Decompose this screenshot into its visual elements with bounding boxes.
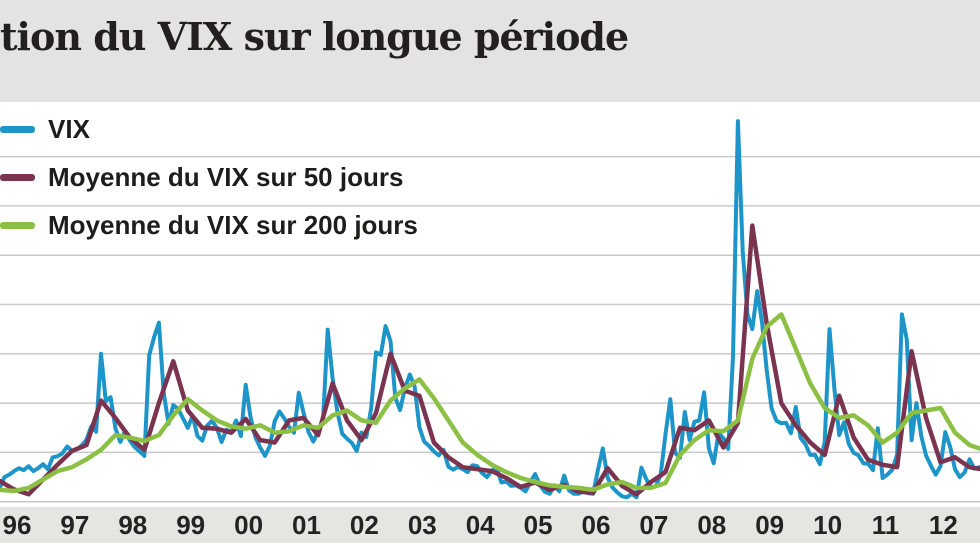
legend-item-ma200: Moyenne du VIX sur 200 jours bbox=[0, 212, 418, 238]
legend-item-ma50: Moyenne du VIX sur 50 jours bbox=[0, 164, 418, 190]
ma50-line bbox=[0, 223, 980, 497]
ma200-line bbox=[0, 312, 980, 494]
legend-color-swatch-vix bbox=[0, 125, 35, 133]
x-axis-label: 10 bbox=[813, 510, 843, 540]
x-axis-label: 12 bbox=[928, 510, 958, 540]
x-axis-label: 96 bbox=[2, 510, 32, 540]
x-axis-label: 06 bbox=[581, 510, 611, 540]
legend-color-swatch-ma50 bbox=[0, 173, 35, 181]
x-axis-band: 96 97 98 99 00 01 02 03 04 05 06 07 08 09 10 11 12 bbox=[0, 507, 980, 543]
legend-label: VIX bbox=[48, 114, 90, 144]
legend-item-vix: VIX bbox=[0, 116, 418, 142]
x-axis-label: 05 bbox=[523, 510, 553, 540]
x-axis-label: 07 bbox=[639, 510, 669, 540]
x-axis-label: 11 bbox=[871, 510, 900, 540]
chart-legend: VIX Moyenne du VIX sur 50 jours Moyenne … bbox=[0, 116, 418, 260]
legend-label: Moyenne du VIX sur 200 jours bbox=[48, 210, 418, 240]
x-axis-label: 99 bbox=[176, 510, 206, 540]
vix-line bbox=[0, 119, 980, 500]
title-band: tion du VIX sur longue période bbox=[0, 0, 980, 102]
legend-label: Moyenne du VIX sur 50 jours bbox=[48, 162, 404, 192]
chart-title: tion du VIX sur longue période bbox=[0, 14, 629, 59]
x-axis-label: 01 bbox=[292, 510, 321, 540]
x-axis-label: 08 bbox=[697, 510, 727, 540]
x-axis-label: 98 bbox=[118, 510, 148, 540]
x-axis-label: 97 bbox=[60, 510, 90, 540]
x-axis-label: 03 bbox=[407, 510, 437, 540]
x-axis-label: 00 bbox=[234, 510, 264, 540]
x-axis-label: 04 bbox=[465, 510, 495, 540]
legend-color-swatch-ma200 bbox=[0, 221, 35, 229]
x-axis-label: 09 bbox=[755, 510, 785, 540]
x-axis-label: 02 bbox=[349, 510, 379, 540]
